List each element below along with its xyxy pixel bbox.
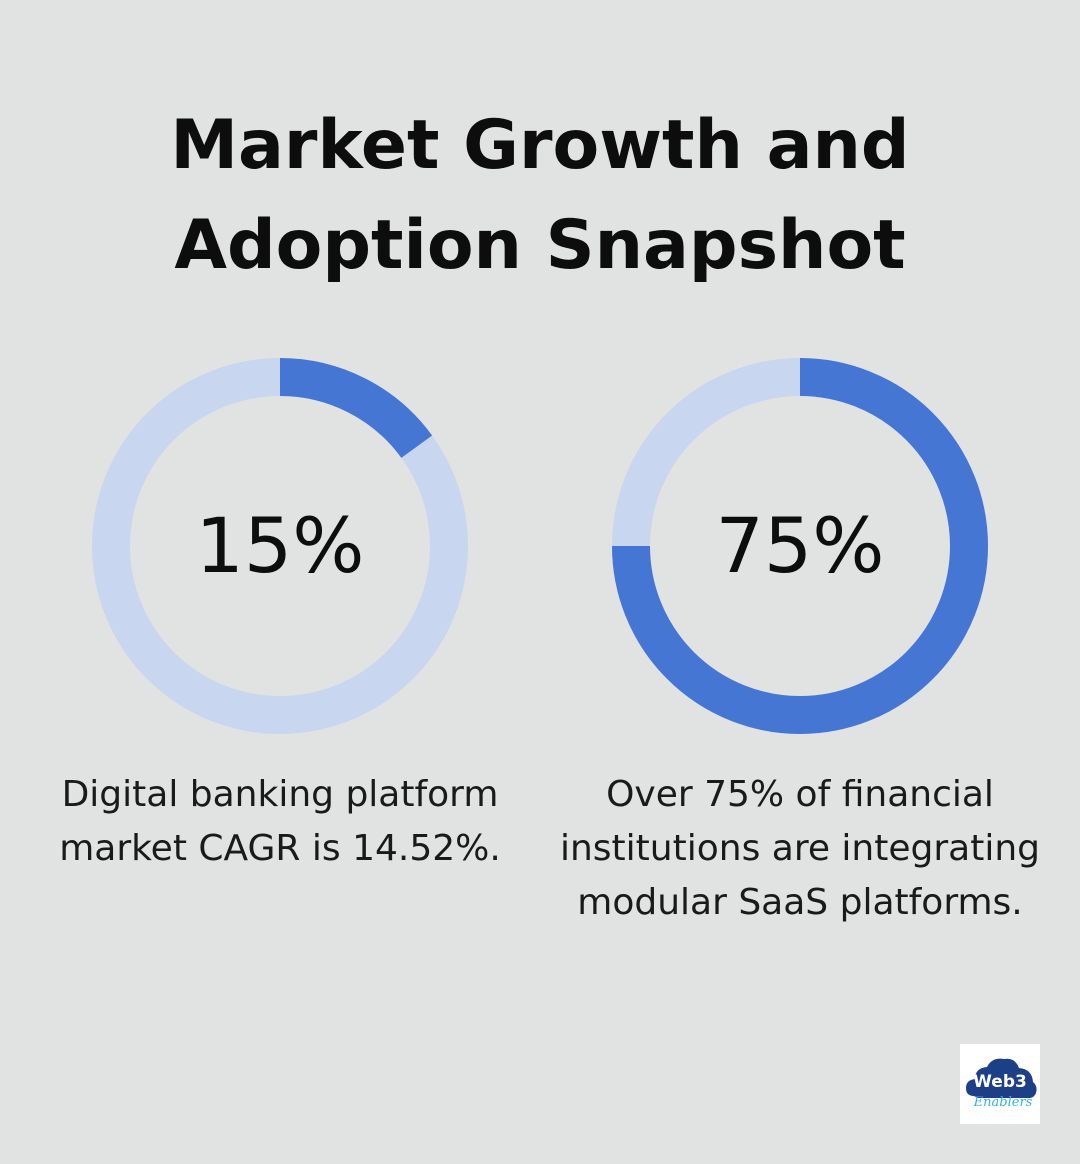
- cloud-logo-icon: Web3 Enablers: [966, 1058, 1037, 1110]
- stat-description-1: Digital banking platform market CAGR is …: [20, 768, 540, 876]
- stat-card-saas-adoption: 75% Over 75% of financial institutions a…: [540, 346, 1060, 930]
- description-line: modular SaaS platforms.: [577, 882, 1023, 923]
- donut-svg-2: [612, 358, 988, 734]
- logo-main-text: Web3: [973, 1072, 1027, 1092]
- page-title: Market Growth and Adoption Snapshot: [0, 96, 1080, 296]
- description-line: Over 75% of financial: [606, 774, 994, 815]
- description-line: institutions are integrating: [559, 828, 1041, 869]
- donut-chart-2: 75%: [600, 346, 1000, 746]
- title-line-2: Adoption Snapshot: [174, 206, 906, 285]
- donut-value-label-2: 75%: [715, 501, 885, 590]
- logo-sub-text: Enablers: [973, 1095, 1033, 1110]
- donut-value-label-1: 15%: [195, 501, 365, 590]
- description-line: Digital banking platform: [61, 774, 499, 815]
- donut-fill-1: [279, 358, 433, 459]
- donut-chart-1: 15%: [80, 346, 480, 746]
- title-line-1: Market Growth and: [170, 106, 910, 185]
- description-line: market CAGR is 14.52%.: [59, 828, 501, 869]
- stat-description-2: Over 75% of financial institutions are i…: [540, 768, 1060, 930]
- stat-card-digital-banking: 15% Digital banking platform market CAGR…: [20, 346, 540, 876]
- donut-fill-2: [612, 358, 988, 734]
- brand-logo: Web3 Enablers: [960, 1044, 1040, 1124]
- donut-svg-1: [92, 358, 468, 734]
